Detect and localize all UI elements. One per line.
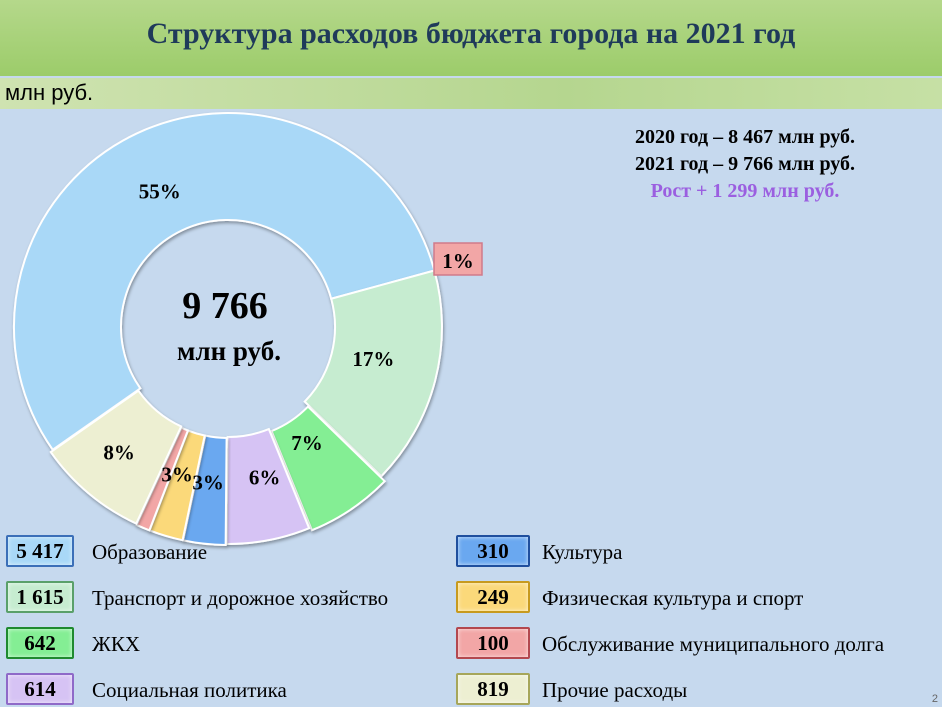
legend-value-box: 5 417	[6, 535, 74, 567]
legend-value-box: 100	[456, 627, 530, 659]
donut-slice	[270, 405, 387, 532]
slice-label-box	[433, 242, 483, 276]
donut-slice	[13, 112, 436, 452]
slice-percent-label: 1%	[442, 249, 474, 273]
slice-percent-label: 17%	[352, 347, 394, 371]
slice-percent-label: 3%	[192, 471, 224, 495]
summary-block: 2020 год – 8 467 млн руб. 2021 год – 9 7…	[560, 124, 930, 205]
legend-label: Транспорт и дорожное хозяйство	[92, 586, 389, 610]
donut-slice	[303, 269, 443, 478]
slice-percent-label: 8%	[103, 440, 135, 464]
legend-value-box: 819	[456, 673, 530, 705]
legend-value-box: 1 615	[6, 581, 74, 613]
legend-label: ЖКХ	[92, 632, 140, 656]
legend-value-box: 249	[456, 581, 530, 613]
legend-label: Образование	[92, 540, 208, 564]
slice-percent-label: 7%	[291, 431, 323, 455]
legend-value-box: 614	[6, 673, 74, 705]
unit-bar: млн руб.	[0, 78, 942, 109]
slice-percent-label: 6%	[249, 466, 281, 490]
center-total-value: 9 766	[182, 285, 268, 327]
title-banner: Структура расходов бюджета города на 202…	[0, 0, 942, 76]
chart-title: Структура расходов бюджета города на 202…	[146, 17, 796, 50]
legend-label: Физическая культура и спорт	[542, 586, 804, 610]
center-total-unit: млн руб.	[177, 336, 281, 366]
summary-2020: 2020 год – 8 467 млн руб.	[634, 126, 856, 148]
slice-percent-label: 55%	[139, 180, 181, 204]
page-number: 2	[931, 693, 938, 705]
legend-label: Социальная политика	[92, 678, 287, 702]
legend-value-box: 642	[6, 627, 74, 659]
donut-slice	[49, 389, 183, 525]
legend-label: Прочие расходы	[542, 678, 688, 702]
slice-percent-label: 3%	[161, 463, 193, 487]
legend-label: Культура	[542, 540, 623, 564]
legend-label: Обслуживание муниципального долга	[542, 632, 885, 656]
legend-value-box: 310	[456, 535, 530, 567]
summary-2021: 2021 год – 9 766 млн руб.	[634, 153, 856, 175]
summary-growth: Рост + 1 299 млн руб.	[650, 180, 840, 202]
unit-label: млн руб.	[5, 80, 94, 105]
